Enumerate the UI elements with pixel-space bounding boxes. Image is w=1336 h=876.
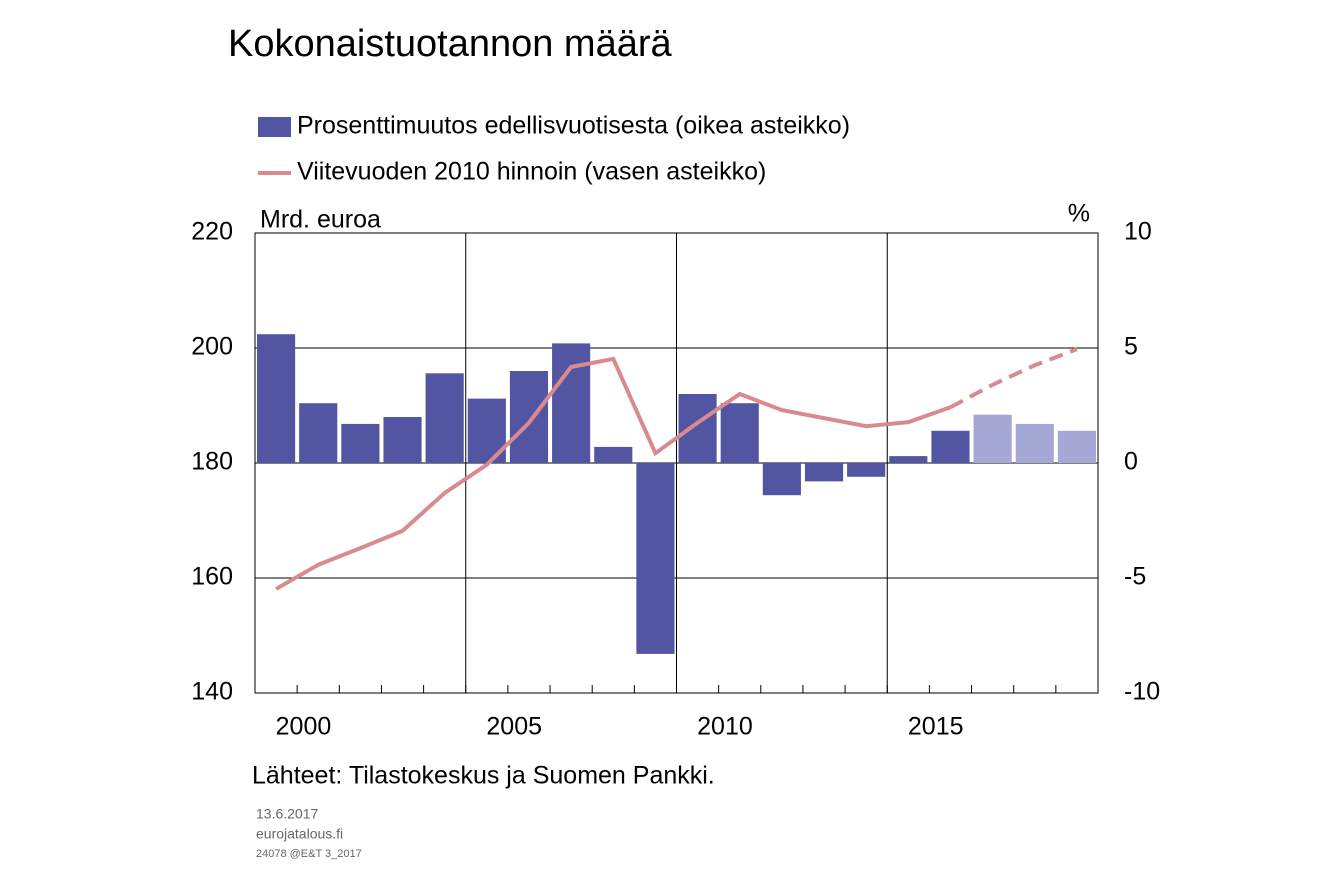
x-tick-label: 2005 xyxy=(486,713,542,741)
chart-title: Kokonaistuotannon määrä xyxy=(228,23,673,65)
y2-axis-label: % xyxy=(1068,200,1090,228)
y-tick-label: 160 xyxy=(191,563,233,591)
bar xyxy=(425,373,464,463)
bar xyxy=(678,394,717,463)
bar xyxy=(1057,430,1096,463)
y-tick-label: 220 xyxy=(191,218,233,246)
bar xyxy=(889,456,928,463)
x-tick-label: 2015 xyxy=(908,713,964,741)
x-tick-label: 2000 xyxy=(276,713,332,741)
bar xyxy=(341,423,380,463)
bar xyxy=(762,463,801,496)
site: eurojatalous.fi xyxy=(256,826,343,842)
y2-tick-label: 5 xyxy=(1124,333,1138,361)
plot-frame xyxy=(254,232,1099,694)
y-tick-label: 200 xyxy=(191,333,233,361)
legend-label: Viitevuoden 2010 hinnoin (vasen asteikko… xyxy=(297,158,766,186)
legend-swatch xyxy=(258,117,291,137)
y2-tick-label: 10 xyxy=(1124,218,1152,246)
bar xyxy=(299,403,338,463)
bar xyxy=(931,430,970,463)
x-tick-label: 2010 xyxy=(697,713,753,741)
bar xyxy=(804,463,844,482)
y2-tick-label: -10 xyxy=(1124,678,1160,706)
y2-tick-label: -5 xyxy=(1124,563,1146,591)
y-tick-label: 140 xyxy=(191,678,233,706)
bar xyxy=(720,403,759,463)
bar xyxy=(847,463,886,477)
bar xyxy=(1015,423,1054,463)
legend-label: Prosenttimuutos edellisvuotisesta (oikea… xyxy=(297,112,850,140)
line-forecast xyxy=(949,347,1078,409)
y-axis-label: Mrd. euroa xyxy=(260,206,381,234)
bar xyxy=(552,343,591,463)
y2-tick-label: 0 xyxy=(1124,448,1138,476)
bar xyxy=(257,334,296,463)
bar xyxy=(594,446,633,463)
bar xyxy=(509,371,549,463)
code: 24078 @E&T 3_2017 xyxy=(256,848,362,860)
bar xyxy=(636,463,675,654)
date: 13.6.2017 xyxy=(256,806,318,822)
bar xyxy=(973,414,1012,463)
bar xyxy=(383,417,422,463)
source: Lähteet: Tilastokeskus ja Suomen Pankki. xyxy=(252,762,715,790)
line xyxy=(275,356,952,591)
y-tick-label: 180 xyxy=(191,448,233,476)
